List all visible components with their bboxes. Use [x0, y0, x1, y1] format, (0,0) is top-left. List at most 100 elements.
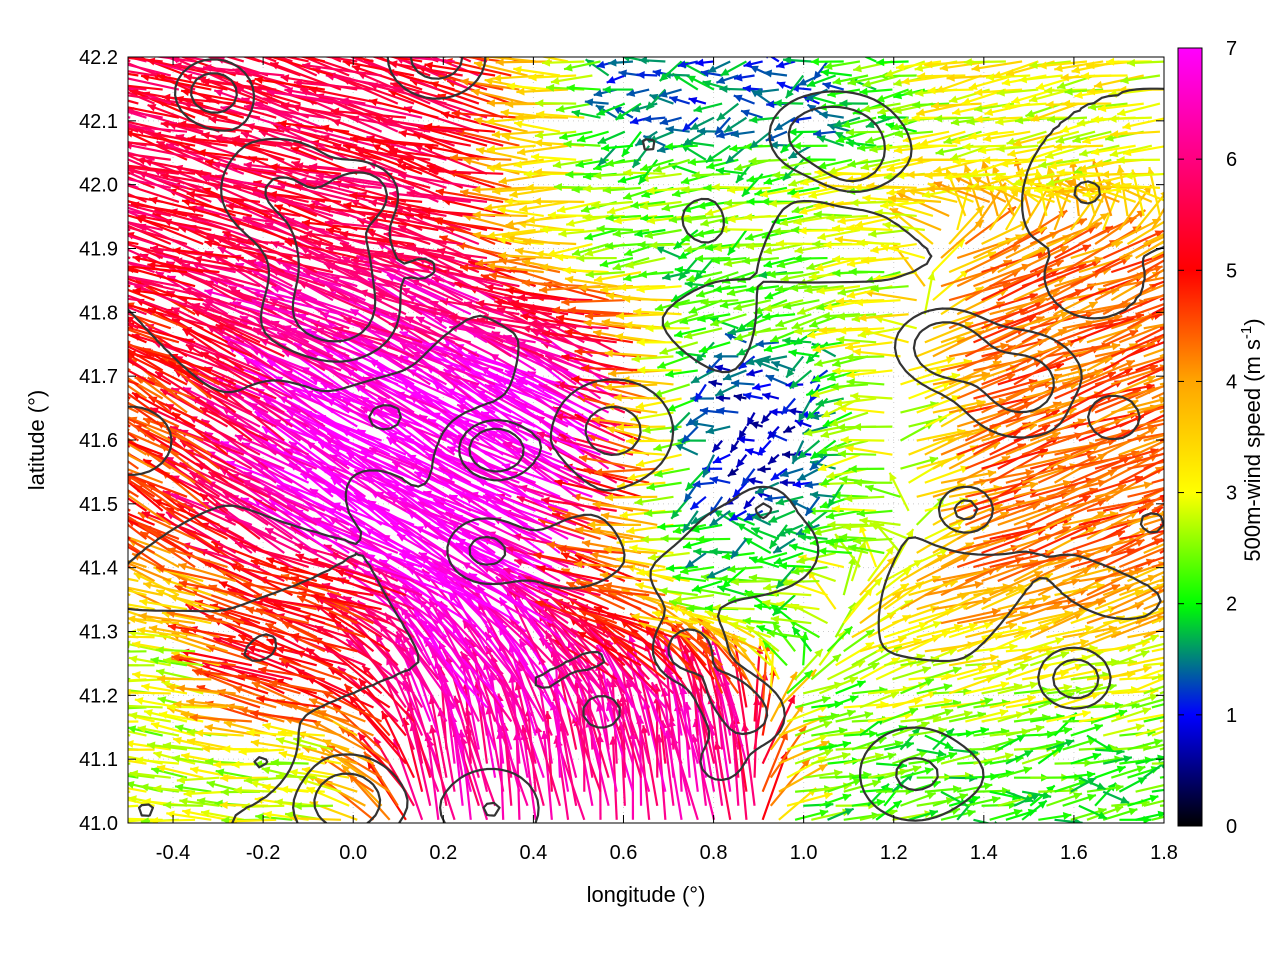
wind-arrow-head: [119, 274, 128, 282]
wind-arrow-head: [1168, 542, 1177, 549]
wind-arrow-head: [1165, 330, 1174, 337]
wind-arrow-head: [1204, 549, 1213, 557]
wind-arrow-head: [85, 400, 94, 407]
wind-arrow-head: [1169, 381, 1178, 389]
wind-arrow-head: [1168, 639, 1177, 647]
wind-arrow-head: [708, 379, 717, 387]
wind-arrow-head: [1165, 434, 1174, 442]
wind-arrow: [94, 806, 138, 809]
wind-arrow-head: [1073, 792, 1082, 800]
wind-arrow-head: [1112, 343, 1121, 351]
wind-arrow-head: [837, 312, 845, 320]
wind-arrow-head: [693, 548, 701, 556]
wind-arrow-head: [943, 683, 952, 691]
wind-arrow-head: [838, 327, 846, 335]
wind-arrow-head: [107, 598, 116, 606]
wind-arrow-head: [756, 340, 764, 348]
wind-arrow-head: [90, 661, 98, 669]
wind-arrow-head: [673, 526, 682, 534]
wind-arrow-head: [114, 661, 122, 669]
wind-arrow-head: [1215, 579, 1224, 587]
wind-arrow-head: [150, 817, 158, 825]
wind-arrow-head: [80, 518, 89, 526]
wind-arrow-head: [195, 729, 203, 737]
wind-arrow-head: [618, 283, 626, 291]
wind-arrow-head: [818, 547, 826, 555]
wind-arrow-head: [73, 336, 82, 344]
wind-arrow: [594, 469, 657, 473]
wind-arrow: [93, 722, 139, 723]
wind-arrow-head: [608, 369, 616, 377]
wind-arrow-head: [666, 564, 674, 572]
wind-arrow-head: [657, 523, 665, 531]
wind-arrow-head: [87, 471, 96, 479]
wind-arrow-head: [118, 815, 126, 823]
wind-arrow-head: [626, 437, 634, 445]
wind-arrow-head: [858, 330, 867, 338]
wind-arrow-head: [144, 709, 153, 717]
wind-arrow-head: [1209, 606, 1218, 614]
wind-arrow: [108, 651, 147, 652]
wind-arrow-head: [1218, 462, 1227, 470]
wind-arrow-head: [734, 394, 743, 402]
wind-arrow: [517, 297, 592, 300]
wind-arrow-head: [108, 648, 116, 656]
wind-arrow: [108, 707, 146, 708]
wind-arrow-head: [1202, 640, 1211, 648]
wind-arrow-head: [1217, 310, 1226, 318]
wind-arrow-head: [1207, 352, 1216, 360]
wind-arrow-head: [120, 677, 128, 685]
wind-arrow-head: [1204, 389, 1213, 396]
wind-arrow-head: [68, 295, 77, 302]
wind-arrow-head: [763, 583, 772, 591]
wind-arrow-head: [73, 390, 82, 398]
wind-arrow: [69, 458, 130, 483]
wind-arrow-head: [125, 740, 134, 748]
wind-arrow-head: [838, 450, 846, 458]
wind-arrow-head: [1213, 271, 1222, 278]
wind-arrow-head: [653, 444, 662, 452]
wind-arrow-head: [990, 654, 999, 662]
wind-arrow-head: [728, 468, 737, 476]
wind-arrow-head: [1169, 452, 1178, 459]
wind-arrow-head: [1164, 411, 1173, 418]
wind-arrow-head: [1210, 520, 1219, 527]
wind-arrow-head: [1060, 651, 1069, 659]
wind-arrow-head: [1029, 481, 1038, 489]
wind-arrow-head: [1169, 583, 1178, 590]
wind-arrow-head: [814, 359, 823, 367]
wind-arrow-head: [1165, 781, 1174, 789]
wind-arrow-head: [780, 479, 788, 487]
wind-arrow-head: [122, 641, 131, 649]
wind-arrow-head: [129, 655, 138, 663]
wind-arrow-head: [105, 286, 114, 294]
wind-arrow-head: [855, 298, 863, 306]
wind-arrow-head: [1204, 334, 1213, 341]
wind-arrow-head: [827, 521, 835, 529]
wind-arrow-head: [1169, 712, 1178, 720]
wind-arrow-head: [69, 542, 78, 549]
wind-arrow-head: [1042, 594, 1051, 602]
wind-arrow-head: [94, 804, 102, 812]
wind-arrow-head: [89, 350, 98, 357]
wind-arrow: [80, 518, 138, 553]
wind-arrow-head: [85, 455, 94, 462]
wind-arrow-head: [864, 711, 873, 719]
wind-arrow-head: [111, 582, 120, 590]
wind-arrow-head: [108, 465, 117, 473]
wind-arrow-head: [93, 718, 101, 726]
wind-arrow-head: [89, 274, 98, 281]
wind-arrow-head: [993, 821, 1002, 829]
wind-arrow-head: [84, 401, 93, 409]
wind-arrow-head: [102, 403, 111, 411]
wind-arrow: [99, 583, 147, 595]
wind-arrow-head: [108, 531, 117, 539]
wind-arrow-head: [826, 471, 835, 479]
wind-arrow-head: [126, 781, 135, 789]
wind-arrow-head: [64, 270, 73, 278]
wind-arrow-head: [842, 794, 851, 802]
wind-arrow-head: [262, 723, 271, 731]
wind-arrow-head: [69, 457, 78, 464]
wind-arrow: [121, 706, 163, 708]
